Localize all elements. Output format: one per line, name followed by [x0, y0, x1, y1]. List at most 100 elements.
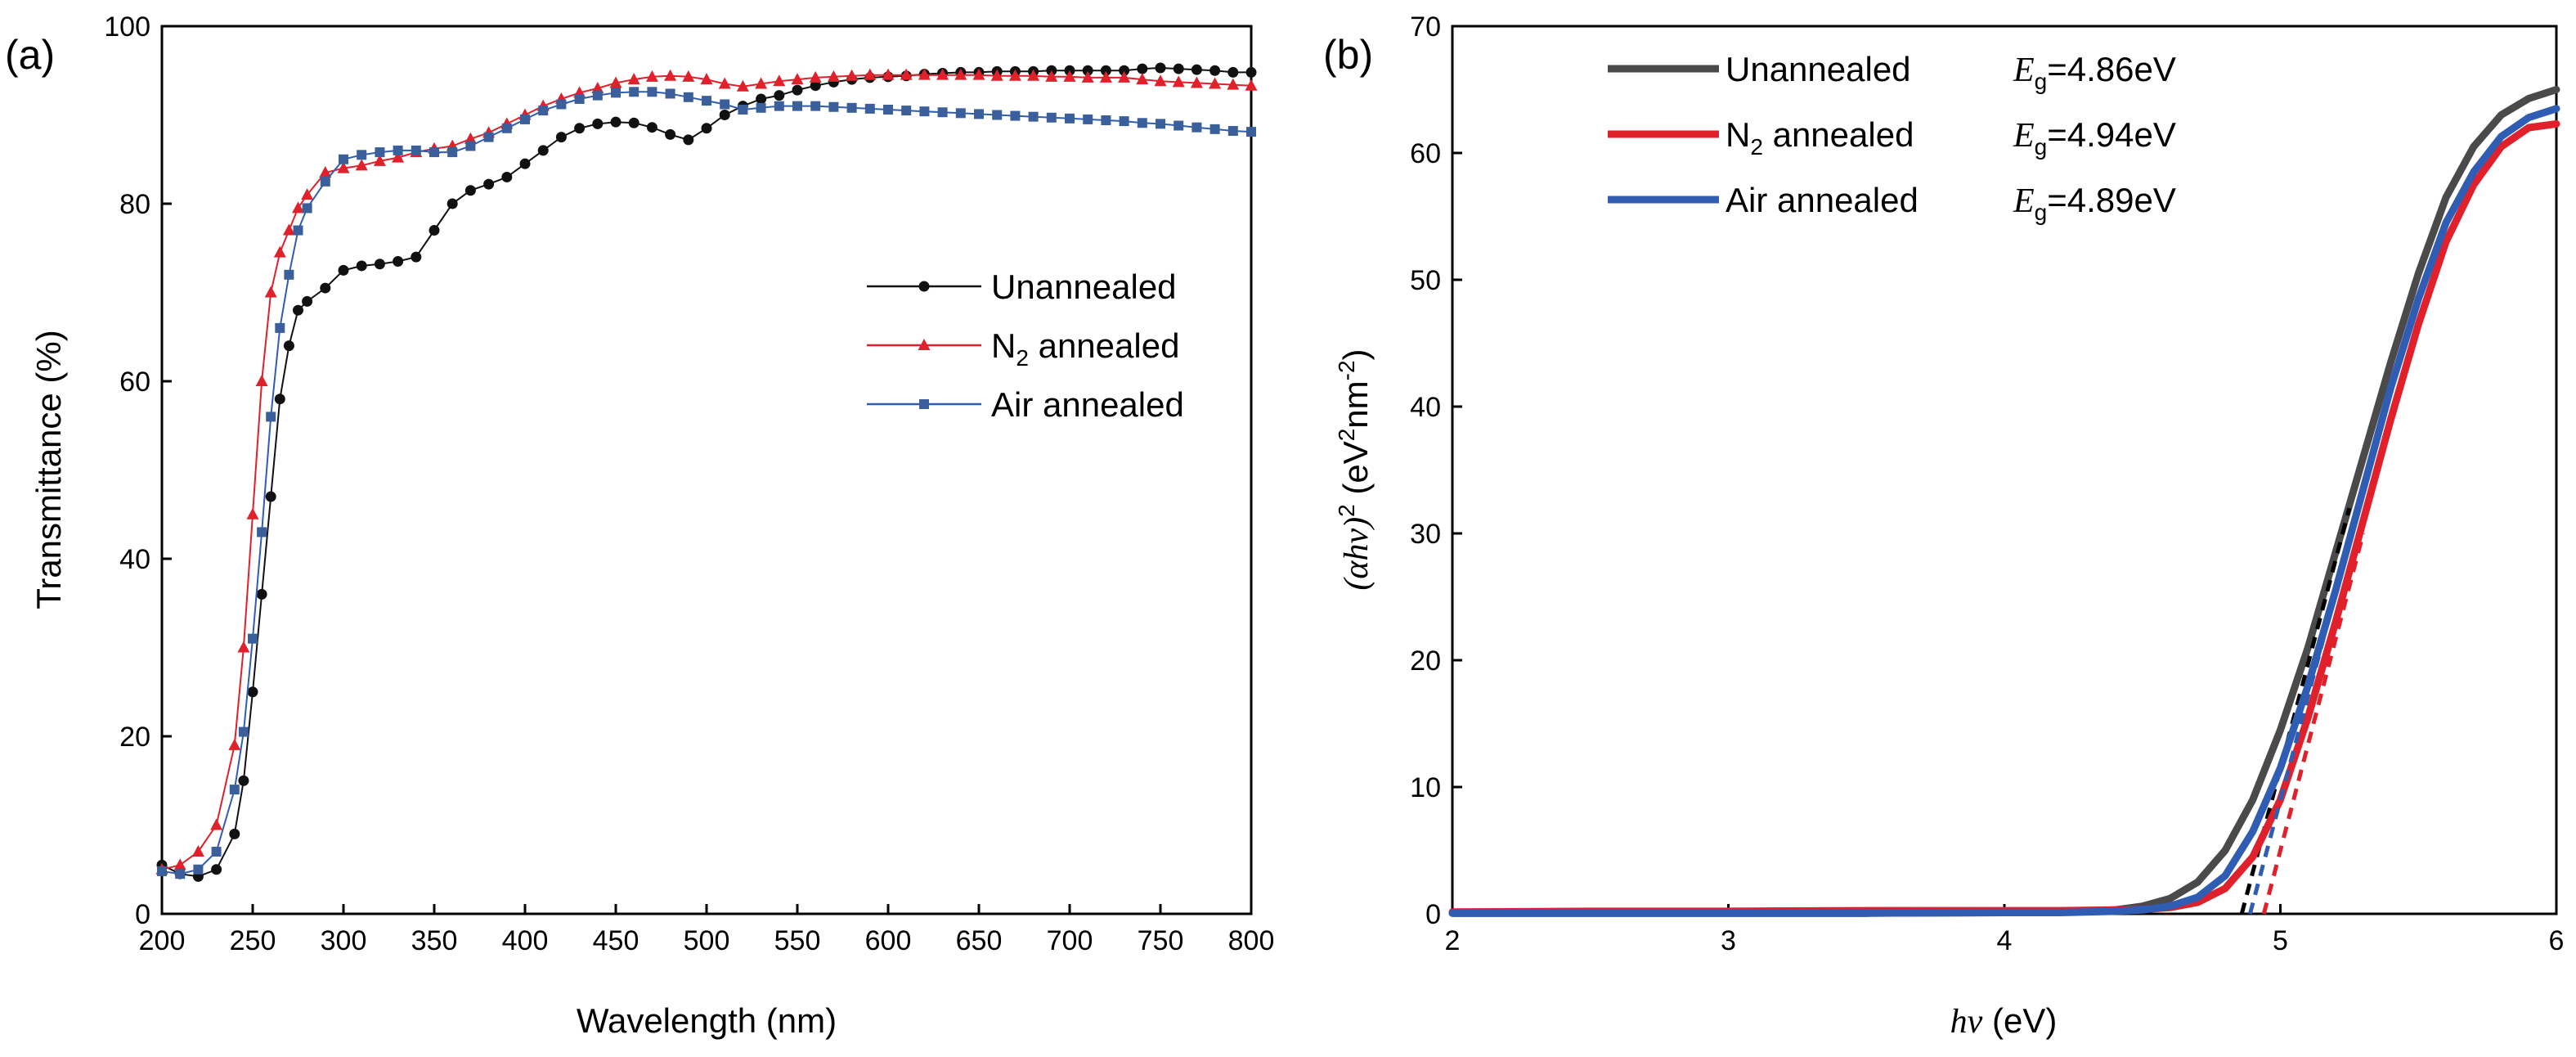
eg-sub: g: [2035, 200, 2048, 225]
panel-a-point-air: [828, 101, 839, 112]
panel-b-legend-eg: Eg=4.94eV: [2013, 115, 2176, 160]
legend-label-part: annealed: [1029, 326, 1180, 365]
panel-a-point-n2: [882, 68, 895, 80]
panel-a-legend-item-n2: N2 annealed: [867, 326, 1179, 371]
panel-a-point-unannealed: [774, 90, 785, 101]
panel-a-point-air: [901, 106, 912, 116]
panel-a-legend-label: N2 annealed: [991, 326, 1179, 371]
panel-a-x-tick-label: 250: [230, 925, 276, 956]
panel-a-point-n2: [736, 79, 749, 92]
panel-a-point-n2: [1190, 76, 1203, 88]
panel-a-point-air: [302, 203, 312, 214]
panel-b-legend-label: N2 annealed: [1726, 115, 1914, 160]
panel-b-x-tick-label: 2: [1445, 925, 1461, 956]
panel-b-series-unannealed_b: [1448, 86, 2560, 917]
panel-a-point-air: [275, 322, 285, 333]
panel-a-point-unannealed: [320, 282, 331, 294]
panel-a-line-air: [161, 91, 1252, 875]
panel-a-point-unannealed: [247, 686, 258, 698]
panel-a-point-n2: [1099, 70, 1112, 83]
panel-a-y-tick-label: 80: [119, 189, 150, 220]
panel-a-point-n2: [954, 68, 967, 80]
panel-a-point-n2: [355, 159, 368, 171]
panel-b-curve-air: [1448, 105, 2560, 917]
panel-a-label: (a): [5, 32, 55, 78]
panel-a-point-air: [1046, 112, 1057, 123]
panel-a-point-unannealed: [302, 295, 313, 307]
panel-a-point-n2: [827, 70, 840, 82]
panel-a-point-air: [483, 132, 494, 142]
panel-a-point-air: [1227, 126, 1238, 137]
panel-a-point-air: [955, 108, 966, 119]
panel-a-legend: Unannealed N2 annealed Air annealed: [867, 268, 1184, 424]
panel-a-legend-item-air: Air annealed: [867, 385, 1184, 424]
panel-a-point-unannealed: [1082, 65, 1093, 76]
panel-a-point-air: [665, 88, 675, 99]
panel-a-point-n2: [682, 70, 695, 82]
panel-a-point-n2: [900, 68, 913, 80]
panel-a-point-unannealed: [792, 84, 803, 96]
panel-a-point-n2: [1008, 69, 1021, 81]
panel-a-point-air: [375, 147, 385, 158]
panel-b-legend-item-unannealed_b: Unannealed Eg=4.86eV: [1608, 50, 2176, 94]
panel-a-point-n2: [1027, 69, 1040, 81]
panel-b-legend-eg: Eg=4.86eV: [2013, 50, 2176, 94]
panel-a-point-air: [846, 102, 857, 113]
panel-a-point-air: [992, 110, 1003, 120]
panel-a-point-air: [1065, 113, 1075, 124]
panel-b-y-tick-label: 40: [1410, 392, 1441, 423]
panel-b-curve-n2: [1448, 119, 2560, 916]
panel-a-point-air: [339, 154, 348, 164]
panel-a-line-unannealed: [161, 66, 1251, 878]
panel-b-legend-label: Air annealed: [1726, 181, 1919, 219]
panel-a-point-unannealed: [293, 304, 303, 316]
panel-a-point-n2: [1136, 73, 1149, 85]
panel-b-y-axis-symbol: (αhν): [1338, 517, 1376, 591]
panel-a-point-n2: [1045, 70, 1058, 82]
panel-a-point-unannealed: [356, 260, 367, 272]
panel-a-point-unannealed: [393, 256, 404, 268]
panel-b-x-tick-label: 4: [1997, 925, 2013, 956]
panel-a-point-n2: [337, 161, 350, 173]
eg-symbol: E: [2013, 182, 2035, 220]
panel-a-point-n2: [1209, 77, 1222, 89]
panel-b-tangent-air: [2247, 520, 2358, 915]
panel-a-point-unannealed: [238, 775, 249, 786]
panel-a-point-unannealed: [537, 145, 549, 156]
panel-a-x-axis-title: Wavelength (nm): [577, 1001, 837, 1040]
panel-a-point-unannealed: [1100, 65, 1111, 76]
panel-a-legend-marker: [919, 399, 929, 409]
panel-a-y-axis-title: Transmittance (%): [29, 330, 68, 609]
panel-b-series-n2: [1448, 119, 2560, 916]
panel-a-point-unannealed: [683, 134, 694, 146]
panel-a-point-air: [1192, 122, 1202, 133]
panel-a-point-n2: [990, 69, 1003, 81]
panel-a-point-unannealed: [628, 117, 640, 128]
panel-b-y-axis-sup2: 2: [1334, 429, 1359, 442]
panel-a-point-air: [320, 176, 330, 187]
panel-a-point-n2: [1172, 75, 1185, 88]
panel-a-point-n2: [755, 77, 768, 89]
panel-a-ticks: 200 250 300 350 400 450 500 550 600 650 700 750 800 0…: [104, 11, 1274, 956]
panel-a-point-air: [293, 225, 303, 236]
panel-b-x-axis-title: hν (eV): [1950, 1001, 2058, 1041]
panel-a-point-n2: [591, 81, 604, 93]
panel-a-point-unannealed: [265, 491, 276, 502]
panel-a-point-air: [1119, 116, 1129, 127]
panel-a-point-air: [720, 99, 730, 110]
panel-a-point-n2: [1227, 78, 1240, 90]
eg-value: =4.89eV: [2047, 181, 2176, 219]
panel-a-point-n2: [1154, 74, 1167, 87]
panel-a-point-air: [919, 106, 930, 117]
panel-a-point-unannealed: [1209, 65, 1221, 76]
panel-a-point-air: [611, 88, 621, 98]
panel-a-point-air: [1010, 110, 1021, 121]
panel-a-point-air: [738, 104, 748, 115]
panel-a-point-air: [1028, 111, 1039, 122]
panel-a-point-air: [647, 87, 657, 97]
panel-b-x-tick-label: 6: [2549, 925, 2565, 956]
panel-a-series: [155, 62, 1258, 882]
panel-a-point-unannealed: [1245, 66, 1257, 78]
panel-a-point-unannealed: [374, 259, 385, 270]
panel-a-point-unannealed: [1191, 64, 1202, 75]
